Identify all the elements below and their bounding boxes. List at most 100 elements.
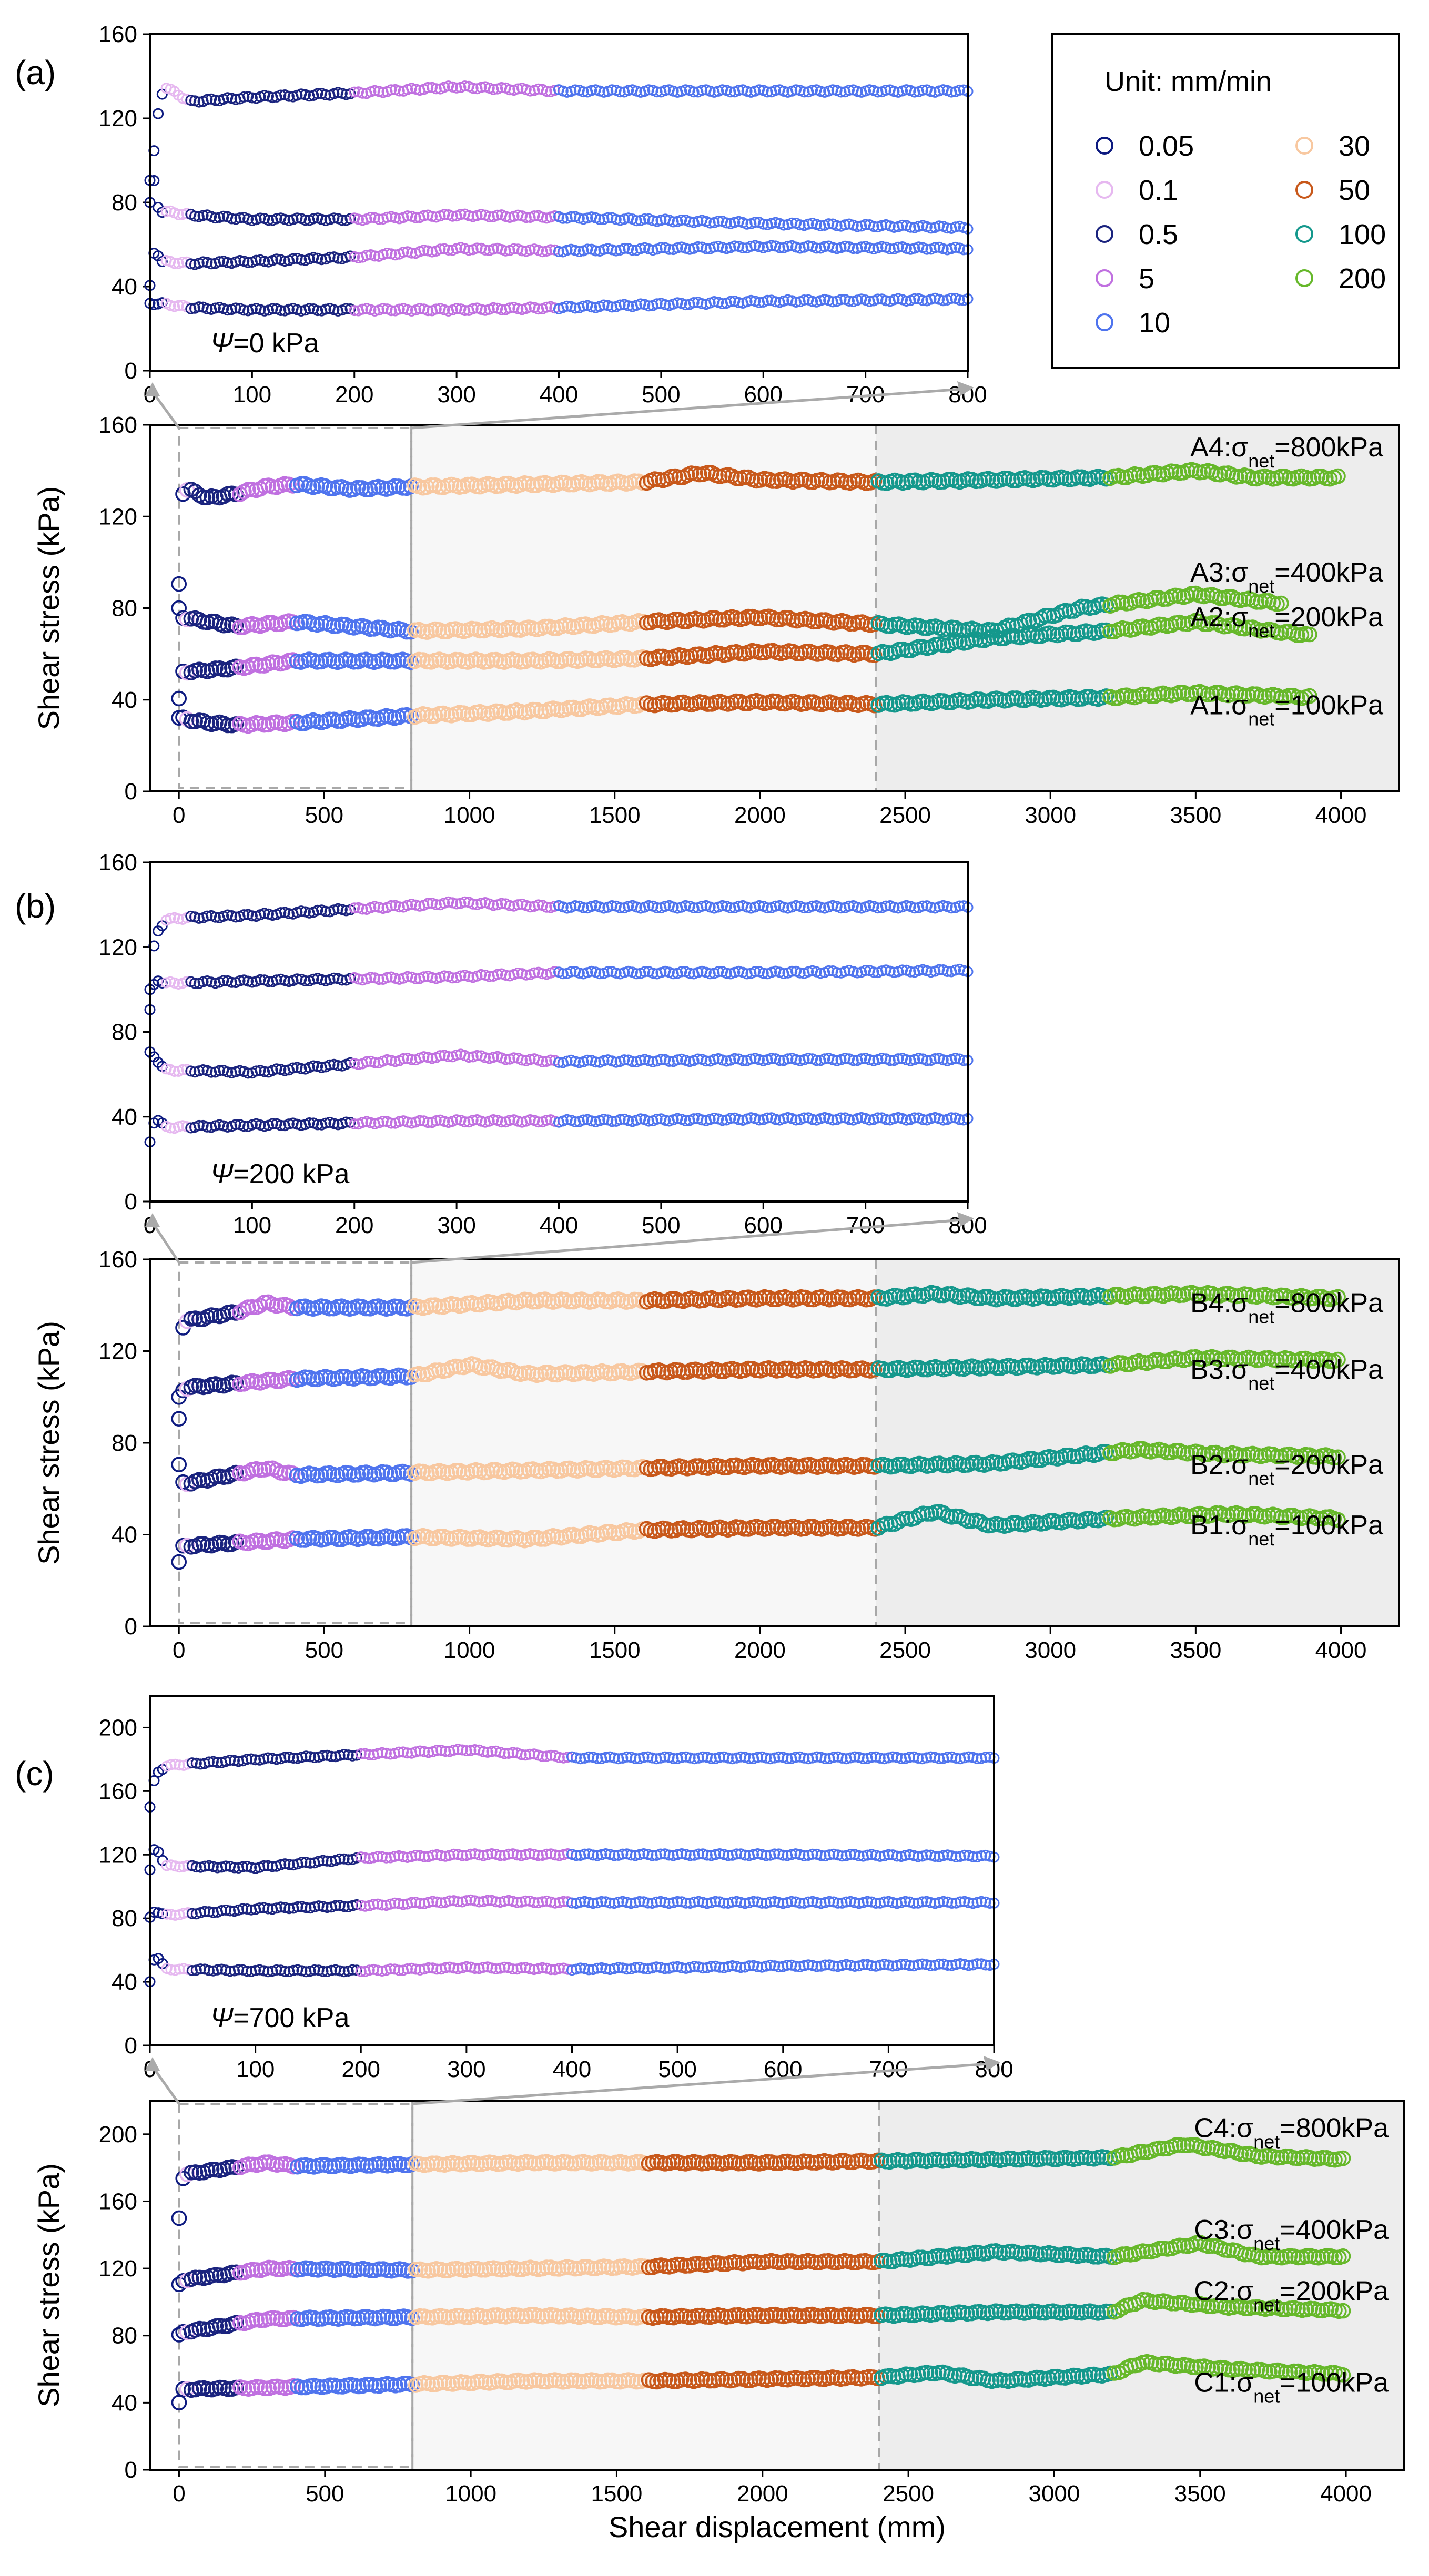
panel-a-main-ytick-label: 80: [112, 596, 137, 622]
data-point: [651, 86, 663, 98]
data-point: [614, 902, 626, 913]
panel-a-inset-series-0: [144, 80, 974, 208]
data-point: [774, 1055, 785, 1066]
panel-a-inset-ytick-label: 40: [112, 274, 137, 300]
data-point: [171, 576, 187, 592]
data-point: [1257, 1350, 1273, 1366]
panel-a-main-xtick-label: 500: [305, 802, 343, 828]
data-point: [537, 1365, 553, 1381]
data-point: [1196, 1447, 1212, 1462]
data-point: [410, 973, 421, 984]
data-point: [561, 1527, 577, 1543]
data-point: [475, 898, 487, 909]
data-point: [1273, 595, 1289, 612]
data-point: [786, 965, 798, 977]
data-point: [222, 1066, 234, 1078]
data-point: [1070, 469, 1086, 485]
data-point: [222, 92, 234, 104]
data-point: [1110, 594, 1127, 610]
data-point: [189, 210, 200, 222]
series-label: B4:σnet=800kPa: [1190, 1288, 1383, 1327]
data-point: [300, 215, 311, 226]
data-point: [185, 303, 197, 314]
data-point: [803, 218, 814, 230]
data-point: [500, 211, 511, 222]
data-point: [394, 1528, 411, 1544]
data-point: [320, 89, 331, 100]
panel-a-main-ytick-label: 160: [99, 412, 137, 438]
panel-a-inset-points: [144, 80, 974, 317]
data-point: [802, 1519, 817, 1535]
data-point: [467, 898, 479, 910]
data-point: [320, 303, 331, 315]
data-point: [214, 1065, 225, 1076]
data-point: [156, 207, 168, 218]
data-point: [209, 302, 221, 314]
data-point: [169, 258, 180, 269]
panel-b-main-xtick-label: 4000: [1315, 1637, 1367, 1663]
panel-c-main-xtick-label: 500: [306, 2481, 344, 2507]
data-point: [480, 1052, 491, 1063]
data-point: [201, 910, 213, 922]
data-point: [651, 648, 667, 665]
data-point: [406, 1054, 418, 1065]
data-point: [872, 902, 884, 914]
data-point: [925, 902, 937, 913]
panel-c-main-ytick-label: 40: [112, 2390, 137, 2416]
data-point: [260, 615, 277, 631]
panel-b-main-xtick-label: 1500: [589, 1637, 641, 1663]
panel-b-inset-ytick-label: 160: [99, 850, 137, 875]
data-point: [777, 1360, 793, 1377]
data-point: [749, 217, 761, 228]
data-point: [475, 82, 487, 93]
panel-c-main-xtick-label: 1500: [591, 2481, 642, 2507]
data-point: [439, 209, 450, 220]
series-label: A3:σnet=400kPa: [1190, 557, 1383, 597]
data-point: [852, 86, 863, 97]
data-point: [623, 901, 634, 912]
zoom-connector-right: [411, 388, 963, 430]
data-point: [488, 243, 499, 255]
data-point: [635, 243, 646, 254]
data-point: [418, 210, 430, 221]
data-point: [549, 1115, 561, 1127]
data-point: [831, 220, 843, 231]
data-point: [422, 82, 434, 93]
data-point: [382, 654, 399, 670]
data-point: [193, 1119, 205, 1131]
data-point: [688, 902, 700, 913]
data-point: [549, 85, 561, 96]
data-point: [427, 1362, 443, 1378]
data-point: [729, 240, 741, 252]
data-point: [344, 973, 356, 984]
data-point: [177, 209, 188, 220]
data-point: [980, 1358, 996, 1374]
data-point: [823, 218, 835, 230]
data-point: [623, 85, 634, 96]
panel-b-main-ytick-label: 80: [112, 1430, 137, 1456]
data-point: [390, 212, 401, 223]
data-point: [177, 1064, 188, 1075]
data-point: [324, 1059, 336, 1071]
data-point: [741, 218, 753, 230]
data-point: [451, 243, 462, 254]
data-point: [573, 967, 585, 979]
data-point: [381, 972, 393, 983]
data-point: [765, 473, 781, 489]
data-point: [430, 1115, 442, 1126]
data-point: [373, 974, 384, 985]
data-point: [418, 971, 430, 983]
data-point: [504, 900, 515, 911]
panel-b-main-xtick-label: 2000: [734, 1637, 786, 1663]
data-point: [888, 901, 900, 913]
panel-c-label: (c): [15, 1755, 54, 1793]
data-point: [960, 1513, 976, 1529]
data-point: [708, 241, 720, 253]
data-point: [252, 481, 268, 497]
data-point: [721, 968, 732, 979]
data-point: [586, 85, 597, 96]
data-point: [770, 900, 782, 912]
data-point: [234, 212, 246, 223]
data-point: [332, 1060, 344, 1071]
